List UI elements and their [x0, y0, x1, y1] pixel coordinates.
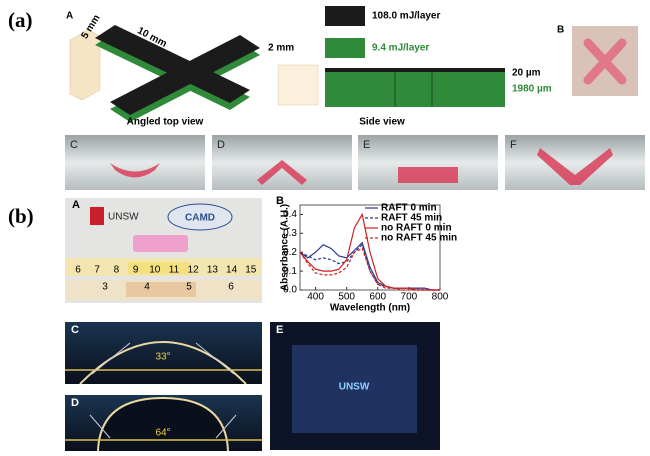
subpanel-label: C [71, 324, 79, 336]
chart-label: B [276, 195, 284, 207]
ruler-number: 14 [226, 265, 238, 276]
ruler-number: 12 [188, 265, 200, 276]
thickness: 20 µm [512, 68, 541, 79]
plot-frame [299, 204, 441, 291]
series-line [299, 247, 440, 291]
contact-angle: 33° [155, 352, 170, 363]
ruler-number: 8 [114, 265, 120, 276]
subpanel-label: F [510, 139, 517, 151]
printed-part [398, 167, 458, 183]
side-layer [325, 68, 505, 107]
y-tick-label: 0.4 [283, 209, 297, 220]
photo [65, 135, 205, 190]
series-line [299, 212, 440, 291]
tangent [89, 414, 111, 439]
sample [133, 235, 188, 252]
printed-part [110, 163, 160, 178]
contact-angle: 64° [155, 428, 170, 439]
legend-swatch [325, 6, 365, 26]
thickness: 1980 µm [512, 84, 552, 95]
logo-badge [167, 203, 233, 231]
legend-text: 9.4 mJ/layer [372, 43, 429, 54]
y-tick-label: 0.0 [283, 285, 297, 296]
x-tick-label: 800 [432, 292, 449, 303]
subpanel-label: D [217, 139, 225, 151]
y-axis-label: Absorbance (A.U.) [280, 204, 291, 291]
legend-text: 108.0 mJ/layer [372, 11, 440, 22]
series-line [299, 243, 440, 291]
y-tick-label: 0.2 [283, 247, 297, 258]
logo: UNSW [108, 212, 139, 223]
ruler-number: 4 [144, 282, 150, 293]
cube [69, 29, 101, 101]
film [292, 345, 417, 433]
legend-text: RAFT 45 min [381, 213, 442, 224]
sample [128, 262, 190, 274]
side-top-layer [325, 68, 505, 72]
x-axis-label: Wavelength (nm) [330, 303, 410, 314]
droplet-outline [79, 341, 247, 385]
sample [126, 282, 196, 297]
subpanel-label: E [363, 139, 370, 151]
legend-text: RAFT 0 min [381, 203, 437, 214]
tangent [215, 414, 237, 439]
photo [65, 322, 262, 384]
ruler-number: 13 [207, 265, 219, 276]
caption: Side view [359, 117, 405, 128]
ruler-number: 9 [133, 265, 139, 276]
caption: Angled top view [127, 117, 204, 128]
subpanel-label: B [557, 25, 564, 36]
ruler-number: 15 [245, 265, 257, 276]
side-square [277, 64, 319, 106]
legend-text: no RAFT 45 min [381, 233, 457, 244]
panel-label: (a) [8, 8, 33, 32]
panel-label: (b) [8, 204, 34, 228]
x-tick-label: 600 [369, 292, 386, 303]
tangent [195, 342, 235, 375]
subpanel-label: D [71, 397, 79, 409]
printed-part [537, 148, 613, 185]
x-tick-label: 500 [338, 292, 355, 303]
ruler-number: 6 [75, 265, 81, 276]
subpanel-label: C [70, 139, 78, 151]
subpanel-label: A [72, 199, 80, 211]
x-tick-label: 700 [401, 292, 418, 303]
logo: CAMD [185, 213, 215, 224]
tangent [91, 342, 131, 375]
fluorescent-text: UNSW [339, 382, 370, 393]
y-tick-label: 0.3 [283, 228, 297, 239]
printed-cross [583, 38, 627, 85]
cross-model [95, 25, 260, 122]
ruler-number: 6 [228, 282, 234, 293]
printed-part [257, 160, 307, 185]
subpanel-label: E [276, 324, 283, 336]
logo-shield [90, 207, 104, 225]
legend-text: no RAFT 0 min [381, 223, 452, 234]
droplet-outline [97, 396, 229, 452]
x-tick-label: 400 [307, 292, 324, 303]
dimension: 2 mm [268, 43, 294, 54]
y-tick-label: 0.1 [283, 266, 297, 277]
ruler-number: 10 [149, 265, 161, 276]
subpanel-label: A [66, 11, 73, 22]
ruler-number: 3 [102, 282, 108, 293]
ruler-number: 11 [169, 265, 180, 276]
ruler-number: 7 [94, 265, 100, 276]
ruler-number: 5 [186, 282, 192, 293]
legend-swatch [325, 38, 365, 58]
